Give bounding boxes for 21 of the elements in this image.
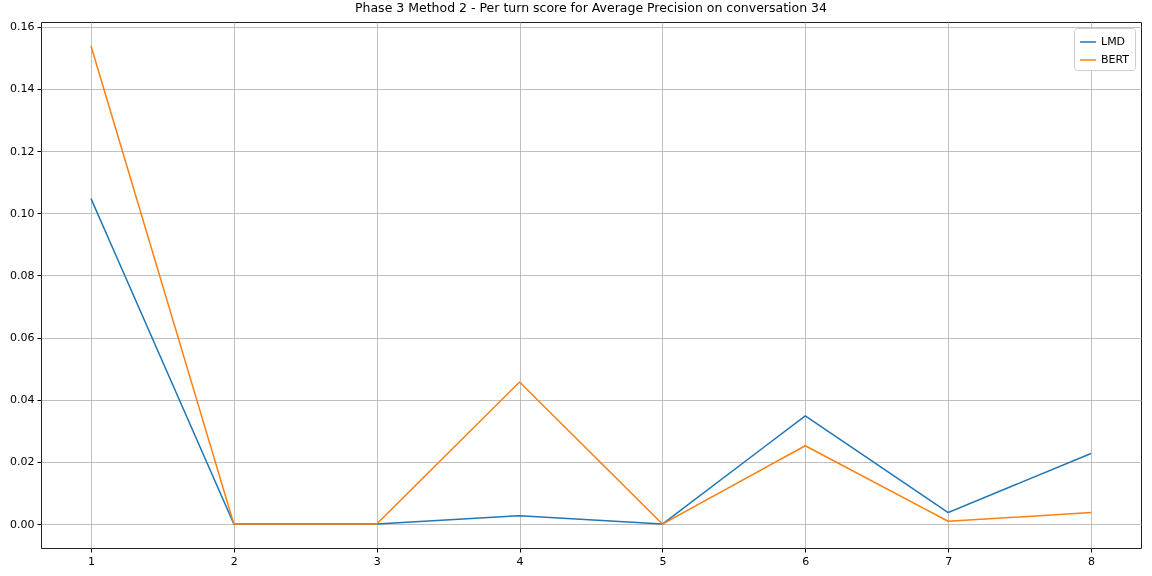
legend-label: LMD [1101,35,1126,48]
y-tick-label: 0.16 [10,20,35,34]
legend-label: BERT [1101,53,1130,66]
x-tick-label: 5 [659,554,667,568]
y-tick-label: 0.02 [10,455,35,469]
x-tick-label: 2 [230,554,238,568]
y-tick-label: 0.12 [10,144,35,158]
y-tick-label: 0.00 [10,517,35,531]
y-tick-label: 0.14 [10,82,35,96]
y-tick-label: 0.04 [10,393,35,407]
x-tick-label: 7 [945,554,953,568]
x-tick-label: 4 [516,554,524,568]
y-tick-label: 0.06 [10,331,35,345]
x-tick-label: 8 [1088,554,1095,568]
y-tick-label: 0.08 [10,268,35,282]
x-tick-label: 6 [802,554,810,568]
line-series [90,45,1092,525]
chart-title: Phase 3 Method 2 - Per turn score for Average Precision on conversation 34 [354,0,828,16]
x-tick-label: 1 [88,554,95,568]
x-tick-label: 3 [373,554,381,568]
y-tick-label: 0.10 [10,206,35,220]
